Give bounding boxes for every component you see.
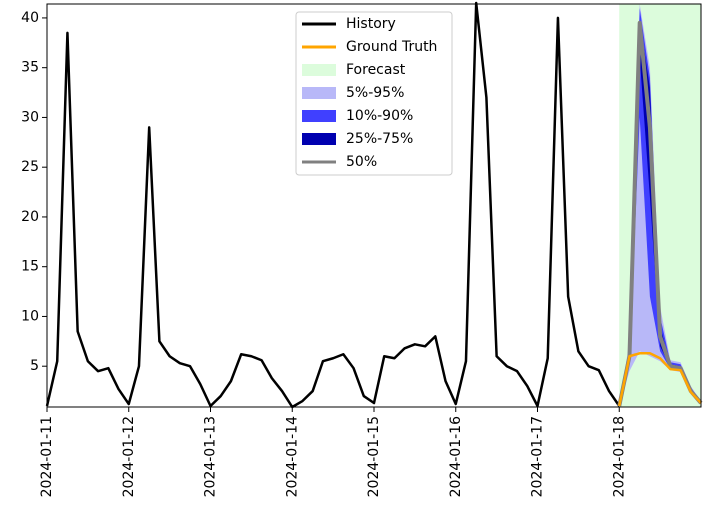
- legend-label: 25%-75%: [346, 131, 413, 147]
- y-tick-label: 10: [21, 308, 39, 324]
- series-line: [45, 1, 621, 409]
- legend-swatch: [302, 64, 336, 76]
- y-tick-label: 30: [21, 109, 39, 125]
- legend-label: 5%-95%: [346, 85, 404, 101]
- x-tick-label: 2024-01-17: [530, 416, 546, 497]
- legend-swatch: [302, 110, 336, 122]
- legend-label: 10%-90%: [346, 108, 413, 124]
- y-tick-label: 25: [21, 159, 39, 175]
- y-tick-label: 40: [21, 10, 39, 26]
- y-tick-label: 35: [21, 60, 39, 76]
- legend-swatch: [302, 133, 336, 145]
- y-tick-label: 15: [21, 259, 39, 275]
- x-tick-label: 2024-01-11: [39, 416, 55, 497]
- legend-label: 50%: [346, 154, 377, 170]
- x-tick-label: 2024-01-18: [611, 416, 627, 497]
- legend-label: History: [346, 16, 396, 32]
- x-tick-label: 2024-01-12: [121, 416, 137, 497]
- x-tick-label: 2024-01-16: [448, 416, 464, 497]
- quantile-band: [619, 7, 701, 407]
- x-tick-label: 2024-01-15: [366, 416, 382, 497]
- legend-label: Forecast: [346, 62, 406, 78]
- y-tick-label: 5: [30, 358, 39, 374]
- legend-label: Ground Truth: [346, 39, 437, 55]
- x-tick-label: 2024-01-13: [203, 416, 219, 497]
- x-tick-label: 2024-01-14: [284, 416, 300, 497]
- legend-swatch: [302, 87, 336, 99]
- y-tick-label: 20: [21, 209, 39, 225]
- series-line: [618, 352, 702, 407]
